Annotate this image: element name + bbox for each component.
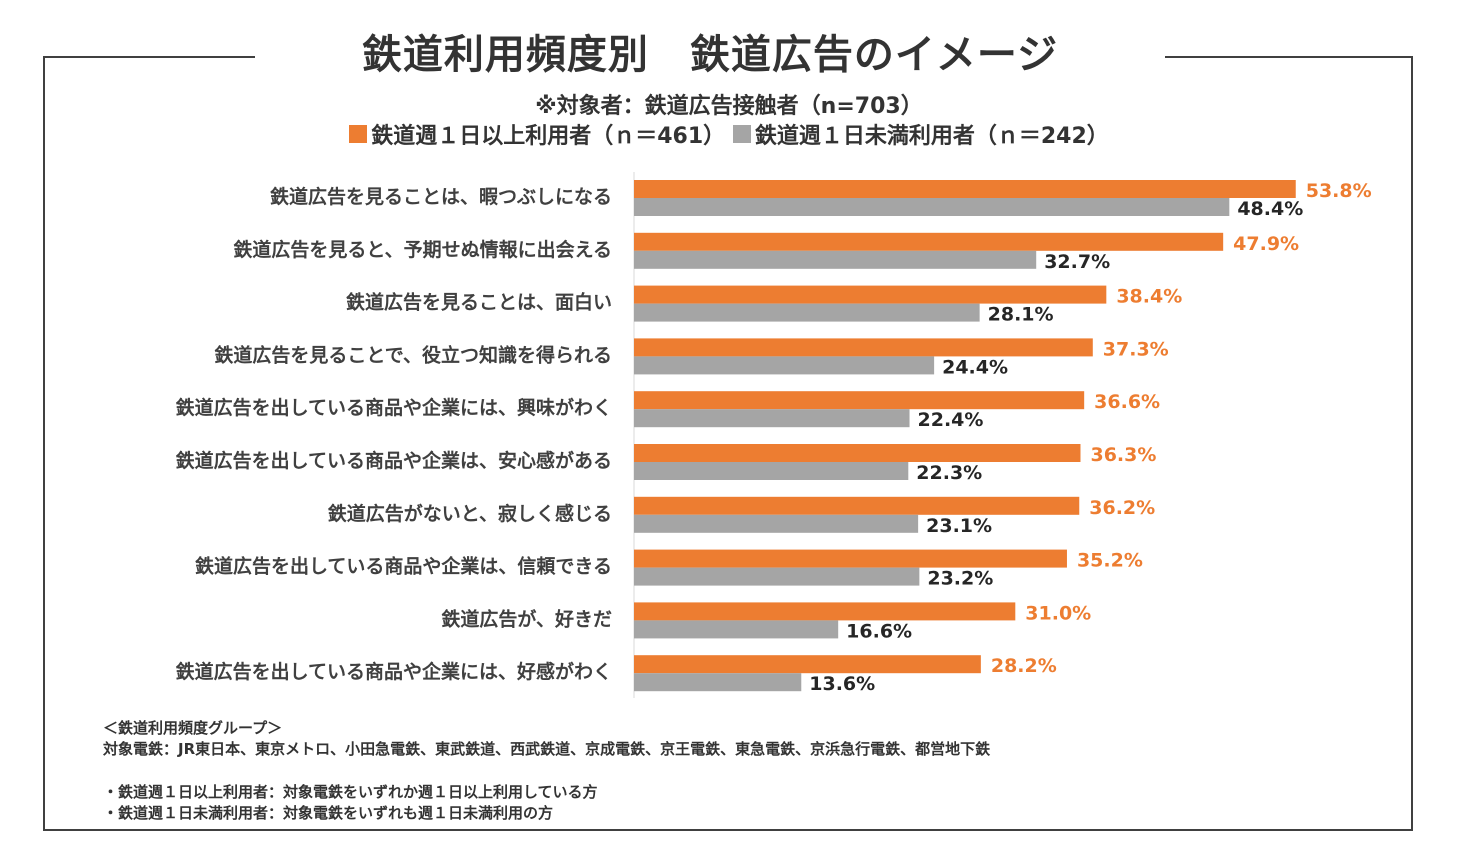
legend-label-infrequent: 鉄道週１日未満利用者（ｎ＝242） [754, 124, 1109, 149]
data-label-frequent: 36.2% [1089, 497, 1155, 519]
data-label-frequent: 47.9% [1233, 233, 1299, 255]
legend-item-infrequent: 鉄道週１日未満利用者（ｎ＝242） [732, 118, 1109, 150]
legend: 鉄道週１日以上利用者（ｎ＝461） 鉄道週１日未満利用者（ｎ＝242） [0, 118, 1458, 150]
note-target-railways: 対象電鉄：JR東日本、東京メトロ、小田急電鉄、東武鉄道、西武鉄道、京成電鉄、京王… [103, 740, 991, 758]
bar-frequent [634, 444, 1081, 462]
category-label: 鉄道広告を出している商品や企業には、興味がわく [176, 396, 612, 419]
legend-item-frequent: 鉄道週１日以上利用者（ｎ＝461） [349, 118, 725, 150]
data-label-frequent: 36.6% [1094, 391, 1160, 413]
data-label-frequent: 37.3% [1103, 338, 1169, 360]
bar-infrequent [634, 250, 1037, 269]
bar-infrequent [634, 409, 910, 428]
category-label: 鉄道広告が、好きだ [441, 607, 612, 630]
note-spacer [103, 760, 990, 782]
note-def-infrequent: ・鉄道週１日未満利用者：対象電鉄をいずれも週１日未満利用の方 [103, 804, 554, 822]
data-label-infrequent: 24.4% [942, 356, 1008, 378]
note-def-frequent: ・鉄道週１日以上利用者：対象電鉄をいずれか週１日以上利用している方 [103, 783, 598, 801]
data-label-frequent: 38.4% [1116, 286, 1182, 308]
category-label: 鉄道広告を出している商品や企業は、安心感がある [176, 449, 612, 472]
category-label: 鉄道広告がないと、寂しく感じる [328, 502, 612, 525]
bar-frequent [634, 549, 1067, 568]
bar-infrequent [634, 620, 839, 639]
bar-frequent [634, 232, 1224, 251]
bar-frequent [634, 655, 981, 674]
category-label: 鉄道広告を見ることは、面白い [346, 291, 612, 314]
data-label-infrequent: 48.4% [1237, 198, 1303, 220]
data-label-infrequent: 22.4% [918, 409, 984, 431]
bar-infrequent [634, 462, 909, 480]
category-label: 鉄道広告を見ると、予期せぬ情報に出会える [233, 238, 612, 261]
bar-frequent [634, 391, 1085, 410]
title-background [255, 20, 1165, 80]
data-label-infrequent: 32.7% [1044, 251, 1110, 273]
bar-frequent [634, 496, 1080, 515]
bar-infrequent [634, 303, 980, 322]
data-label-infrequent: 22.3% [916, 462, 982, 484]
data-label-infrequent: 28.1% [988, 304, 1054, 326]
data-label-frequent: 53.8% [1306, 180, 1372, 202]
category-label: 鉄道広告を見ることで、役立つ知識を得られる [214, 343, 612, 366]
bar-infrequent [634, 567, 920, 586]
bar-infrequent [634, 356, 935, 375]
bar-frequent [634, 602, 1016, 621]
chart-title: 鉄道利用頻度別 鉄道広告のイメージ [361, 32, 1059, 78]
data-label-infrequent: 23.2% [927, 568, 993, 590]
category-label: 鉄道広告を見ることは、暇つぶしになる [270, 185, 612, 208]
legend-swatch-infrequent [732, 125, 751, 143]
bar-frequent [634, 285, 1107, 304]
category-label: 鉄道広告を出している商品や企業には、好感がわく [176, 660, 612, 683]
legend-label-frequent: 鉄道週１日以上利用者（ｎ＝461） [371, 124, 726, 149]
legend-swatch-frequent [349, 125, 368, 143]
bar-infrequent [634, 673, 802, 692]
bar-infrequent [634, 514, 919, 533]
data-label-infrequent: 23.1% [926, 515, 992, 537]
data-label-frequent: 36.3% [1090, 444, 1156, 466]
bar-frequent [634, 180, 1296, 198]
footnotes: ＜鉄道利用頻度グループ＞ 対象電鉄：JR東日本、東京メトロ、小田急電鉄、東武鉄道… [103, 718, 990, 824]
data-label-frequent: 31.0% [1025, 602, 1091, 624]
chart-subtitle: ※対象者：鉄道広告接触者（n=703） [535, 94, 923, 119]
data-label-infrequent: 16.6% [846, 620, 912, 642]
note-group-heading: ＜鉄道利用頻度グループ＞ [103, 719, 283, 737]
data-label-frequent: 28.2% [991, 655, 1057, 677]
bar-frequent [634, 338, 1093, 357]
data-label-infrequent: 13.6% [809, 673, 875, 695]
bar-infrequent [634, 198, 1230, 216]
data-label-frequent: 35.2% [1077, 550, 1143, 572]
category-label: 鉄道広告を出している商品や企業は、信頼できる [195, 555, 612, 578]
